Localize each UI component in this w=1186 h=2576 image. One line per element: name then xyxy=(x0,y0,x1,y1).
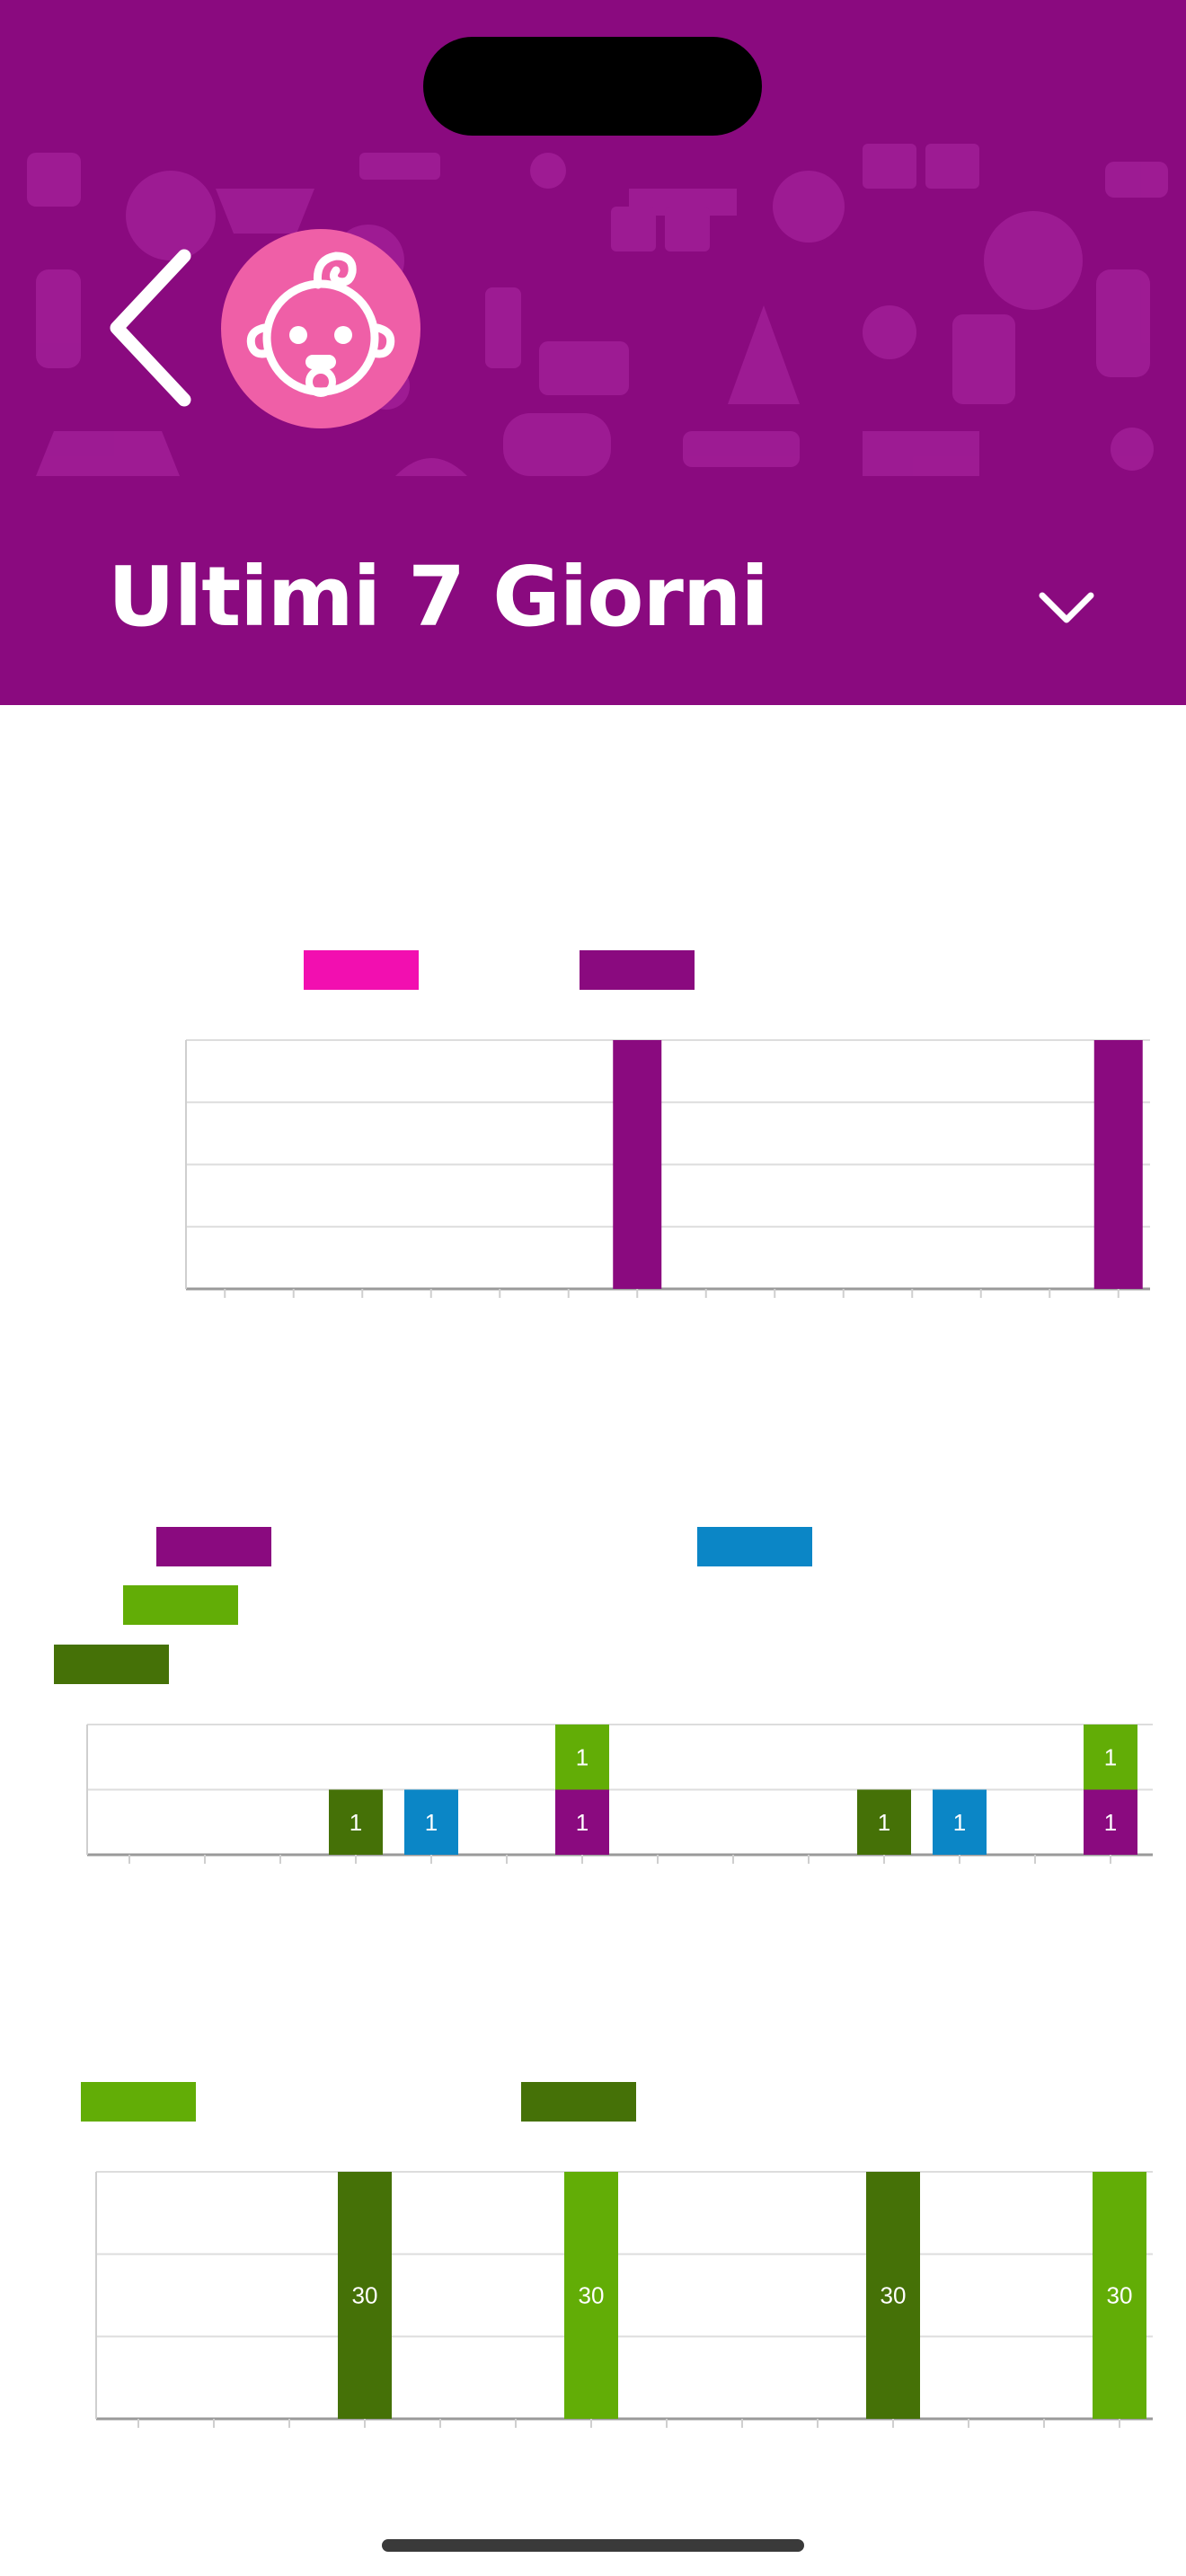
legend-swatch xyxy=(521,2082,636,2122)
chevron-down-icon xyxy=(1039,592,1094,623)
legend-swatch xyxy=(54,1645,169,1684)
legend-swatch xyxy=(304,950,419,990)
page-title: Ultimi 7 Giorni xyxy=(108,549,769,645)
chart-daily-count: 1 1 1 1 1 1 1 1 xyxy=(0,1437,1186,1976)
legend-swatch xyxy=(81,2082,196,2122)
legend-swatch xyxy=(580,950,695,990)
home-indicator[interactable] xyxy=(382,2539,804,2552)
baby-face-icon xyxy=(246,251,395,397)
chart-bottle-breastmilk-vs-formula: 30 30 30 30 xyxy=(0,2003,1186,2540)
period-dropdown[interactable] xyxy=(1033,579,1101,633)
bar-sinistra xyxy=(1093,1040,1143,1289)
data-label: 30 xyxy=(881,2282,907,2309)
back-button[interactable] xyxy=(99,243,207,413)
chart-feeding-duration xyxy=(0,871,1186,1410)
data-label: 30 xyxy=(1107,2282,1133,2309)
bar-allattamento-con-biberon-latte-artificiale- xyxy=(555,1725,609,1790)
data-label: 1 xyxy=(576,1743,589,1770)
data-label: 1 xyxy=(1104,1743,1117,1770)
bar-latte-artificiale xyxy=(564,2172,618,2419)
bar-latte-artificiale xyxy=(1093,2172,1146,2419)
data-label: 1 xyxy=(878,1809,890,1836)
data-label: 1 xyxy=(425,1809,438,1836)
bar-allattamento-con-biberon-latte-artificiale- xyxy=(1084,1725,1137,1790)
bar-sinistra xyxy=(613,1040,662,1289)
data-label: 1 xyxy=(576,1809,589,1836)
bar-latte-materno-estratto xyxy=(866,2172,920,2419)
bar-allattamento-al-seno xyxy=(555,1789,609,1855)
dynamic-island xyxy=(423,37,762,136)
bar-latte-materno-estratto xyxy=(338,2172,392,2419)
data-label: 1 xyxy=(953,1809,966,1836)
bar-cibi-solidi xyxy=(404,1789,458,1855)
data-label: 30 xyxy=(579,2282,605,2309)
baby-pattern-background xyxy=(27,144,1168,476)
legend-swatch xyxy=(697,1527,812,1566)
bar-allattamento-al-seno xyxy=(1084,1789,1137,1855)
bar-cibi-solidi xyxy=(933,1789,987,1855)
legend-swatch xyxy=(123,1585,238,1625)
baby-avatar xyxy=(221,229,420,428)
data-label: 1 xyxy=(1104,1809,1117,1836)
data-label: 1 xyxy=(350,1809,362,1836)
bar-allattamento-con-biberon-latte-materno-estratto- xyxy=(329,1789,383,1855)
bar-allattamento-con-biberon-latte-materno-estratto- xyxy=(857,1789,911,1855)
legend-swatch xyxy=(156,1527,271,1566)
app-header: Ultimi 7 Giorni xyxy=(0,0,1186,705)
data-label: 30 xyxy=(352,2282,378,2309)
chevron-left-icon xyxy=(110,249,191,407)
